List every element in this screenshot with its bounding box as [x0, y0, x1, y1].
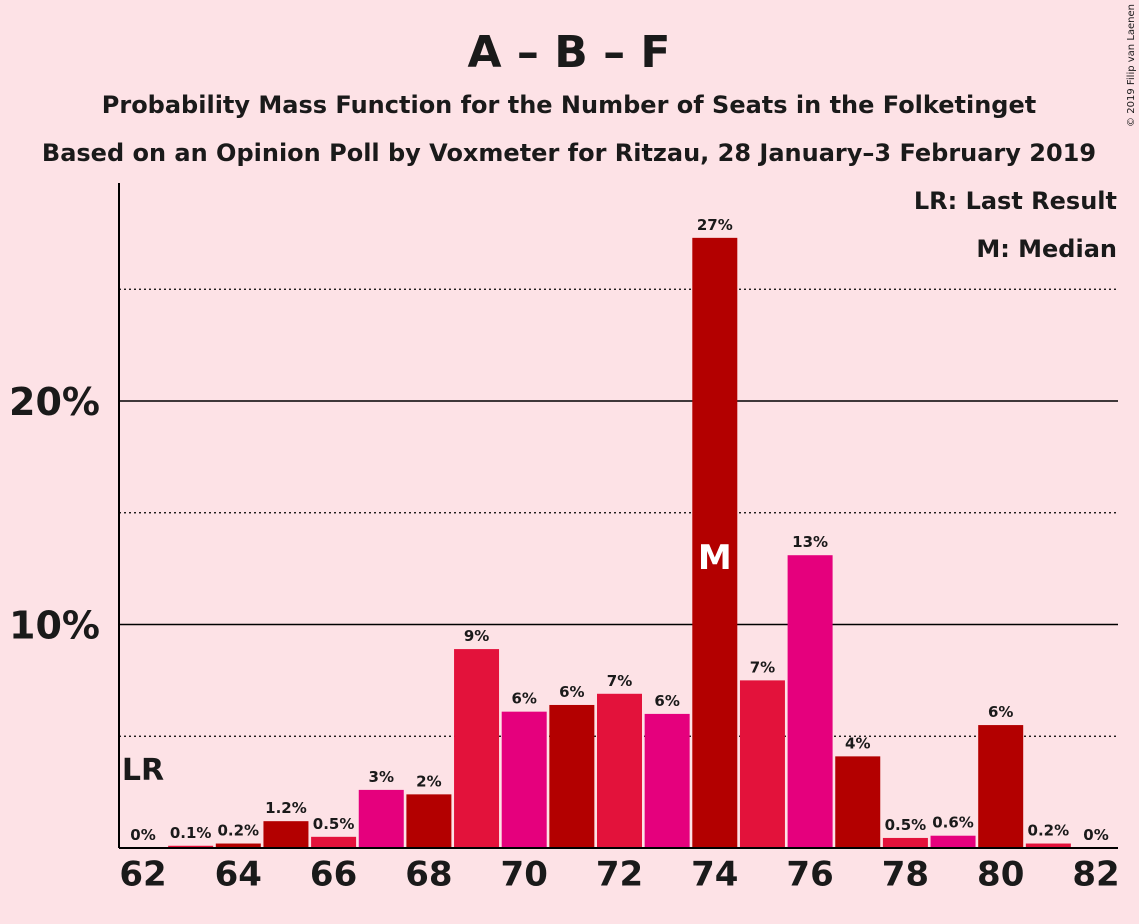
chart-title: A – B – F [468, 27, 671, 78]
x-tick-label: 72 [596, 855, 643, 895]
bar-seat-70 [501, 711, 547, 848]
data-label-seat-65: 1.2% [265, 799, 307, 817]
x-tick-label: 82 [1072, 855, 1119, 895]
x-tick-label: 66 [310, 855, 357, 895]
bar-seat-80 [978, 725, 1024, 848]
bar-seat-81 [1025, 843, 1071, 848]
median-marker: M [698, 538, 732, 578]
bar-seat-65 [263, 821, 309, 848]
data-label-seat-81: 0.2% [1028, 822, 1070, 840]
data-label-seat-80: 6% [988, 703, 1013, 721]
x-tick-label: 78 [882, 855, 929, 895]
data-label-seat-72: 7% [607, 672, 632, 690]
y-tick-label: 10% [9, 604, 100, 648]
data-label-seat-75: 7% [750, 658, 775, 676]
data-label-seat-70: 6% [511, 690, 536, 708]
data-label-seat-69: 9% [464, 627, 489, 645]
data-label-seat-74: 27% [697, 216, 733, 234]
x-tick-label: 64 [215, 855, 262, 895]
data-label-seat-73: 6% [654, 692, 679, 710]
bars [168, 237, 1071, 849]
data-labels: 0% 0.1% 0.2% 1.2% 0.5% 3% 2% 9% 6% 6% 7% 6% 27% M 7% 13… [130, 216, 1108, 844]
bar-seat-68 [406, 794, 452, 848]
data-label-seat-64: 0.2% [217, 822, 259, 840]
x-tick-label: 74 [691, 855, 738, 895]
data-label-seat-71: 6% [559, 683, 584, 701]
bar-seat-76 [787, 555, 833, 848]
bar-seat-73 [644, 713, 690, 848]
bar-seat-78 [882, 837, 928, 848]
bar-seat-77 [835, 756, 881, 848]
bar-seat-75 [739, 680, 785, 848]
x-axis-tick-labels: 62 64 66 68 70 72 74 76 78 80 82 [119, 855, 1119, 895]
bar-seat-69 [454, 649, 500, 848]
bar-seat-67 [358, 789, 404, 848]
y-axis-tick-labels: 10% 20% [9, 380, 100, 648]
gridlines [119, 288, 1118, 737]
data-label-seat-67: 3% [369, 768, 394, 786]
x-tick-label: 70 [501, 855, 548, 895]
last-result-marker: LR [122, 753, 164, 788]
x-tick-label: 76 [786, 855, 833, 895]
x-tick-label: 68 [405, 855, 452, 895]
data-label-seat-79: 0.6% [932, 814, 974, 832]
y-tick-label: 20% [9, 380, 100, 424]
data-label-seat-78: 0.5% [885, 816, 927, 834]
chart-subtitle-1: Probability Mass Function for the Number… [102, 91, 1036, 119]
x-tick-label: 80 [977, 855, 1024, 895]
data-label-seat-76: 13% [792, 533, 828, 551]
x-tick-label: 62 [119, 855, 166, 895]
bar-seat-74 [692, 237, 738, 849]
data-label-seat-82: 0% [1083, 826, 1108, 844]
bar-seat-71 [549, 704, 595, 848]
legend-last-result: LR: Last Result [914, 187, 1117, 215]
legend-median: M: Median [976, 235, 1117, 263]
copyright-notice: © 2019 Filip van Laenen [1126, 4, 1137, 127]
data-label-seat-66: 0.5% [313, 815, 355, 833]
bar-seat-63 [168, 845, 214, 848]
data-label-seat-62: 0% [130, 826, 155, 844]
bar-seat-79 [930, 835, 976, 848]
chart-subtitle-2: Based on an Opinion Poll by Voxmeter for… [42, 139, 1096, 167]
bar-seat-66 [311, 836, 357, 848]
data-label-seat-68: 2% [416, 772, 441, 790]
data-label-seat-63: 0.1% [170, 824, 212, 842]
data-label-seat-77: 4% [845, 734, 870, 752]
bar-seat-64 [215, 843, 261, 848]
bar-seat-72 [597, 693, 642, 848]
